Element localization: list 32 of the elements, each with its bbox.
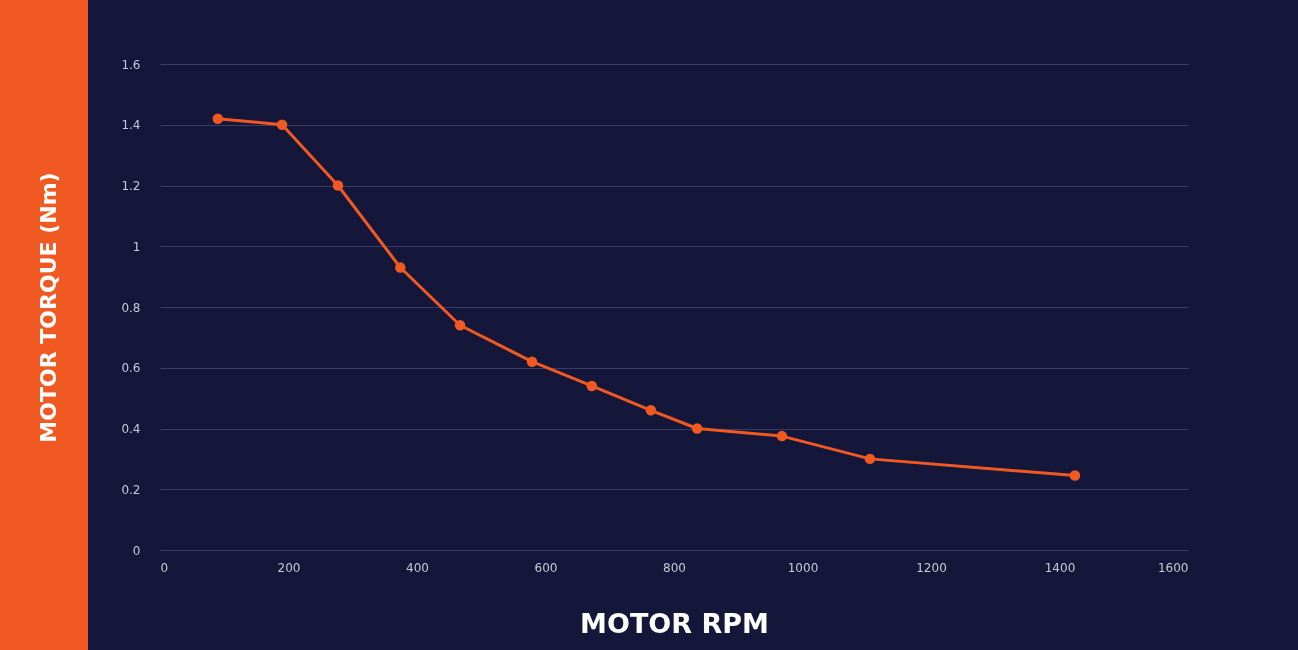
y-tick-label: 1.2: [121, 179, 141, 193]
y-tick-label: 0: [132, 543, 141, 558]
y-axis-title: MOTOR TORQUE (Nm): [35, 172, 61, 443]
point: [332, 180, 344, 191]
x-tick-label: 600: [534, 560, 558, 575]
y-tick-label: 0.6: [121, 361, 141, 376]
point: [691, 423, 703, 434]
point: [276, 119, 288, 130]
point: [454, 319, 466, 331]
x-tick-label: 1400: [1044, 560, 1076, 575]
x-tick-label: 200: [277, 560, 301, 575]
x-tick-label: 0: [160, 560, 169, 575]
x-tick-label: 1000: [787, 560, 819, 575]
point: [1069, 470, 1081, 481]
point: [776, 430, 788, 442]
point: [395, 262, 406, 273]
x-axis-title: MOTOR RPM: [580, 607, 769, 639]
x-tick-label: 800: [663, 560, 686, 575]
y-tick-label: 1.4: [121, 118, 141, 133]
y-tick-label: 0.8: [121, 300, 141, 315]
y-tick-label: 1.6: [121, 57, 141, 72]
y-tick-label: 0.2: [121, 482, 141, 497]
y-tick-label: 0.4: [121, 422, 141, 436]
point: [645, 405, 657, 416]
point: [864, 453, 876, 465]
point: [526, 356, 538, 367]
x-tick-label: 1600: [1157, 560, 1189, 575]
point: [586, 380, 597, 392]
x-tick-label: 1200: [916, 560, 947, 575]
y-tick-label: 1: [132, 239, 141, 254]
point: [212, 113, 224, 124]
x-tick-label: 400: [406, 560, 429, 575]
